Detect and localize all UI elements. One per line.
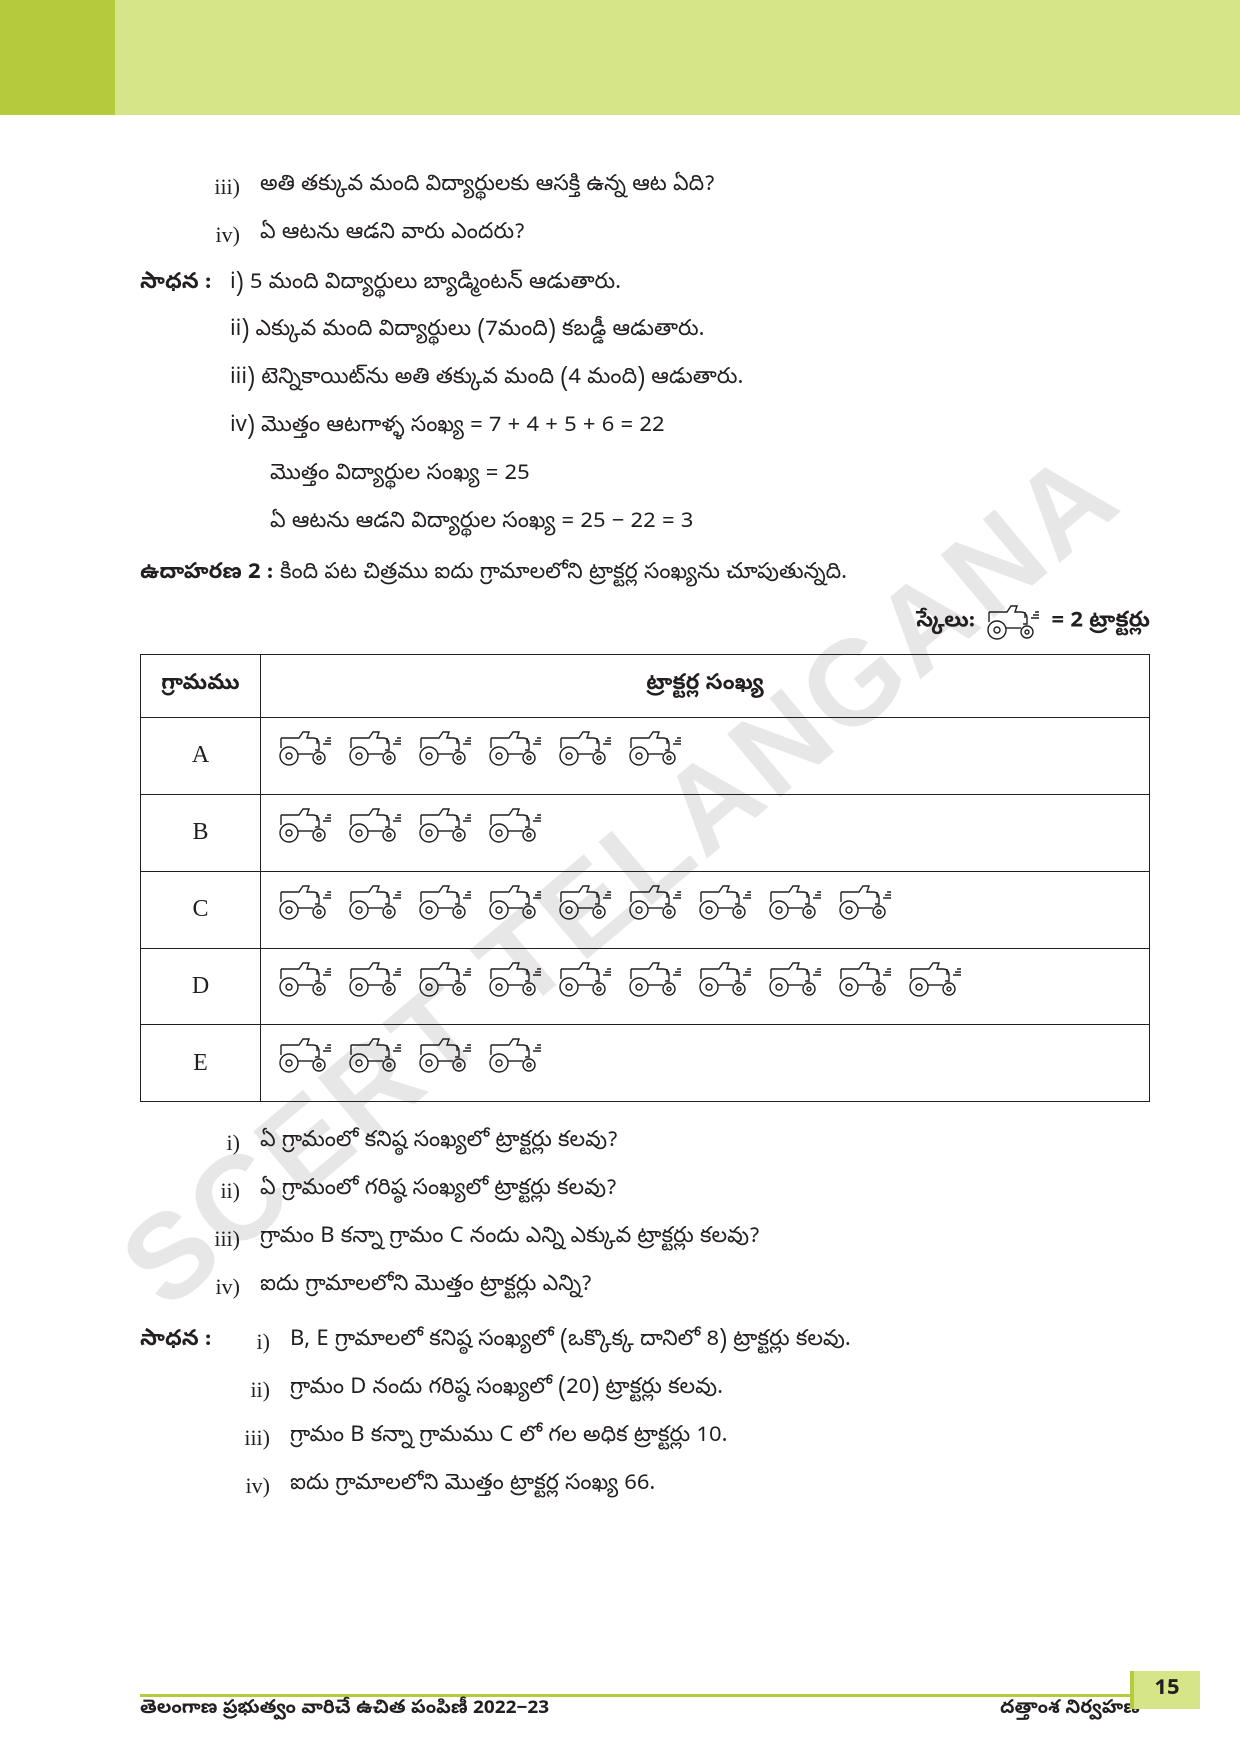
col-village: గ్రామము [141,655,261,718]
solution-line: iii) టెన్నికాయిట్‌ను అతి తక్కువ మంది (4 … [230,359,743,401]
question-list-b: i)ఏ గ్రామంలో కనిష్ఠ సంఖ్యలో ట్రాక్టర్లు … [140,1122,1150,1307]
tractor-icon [483,882,547,920]
solution-line: మొత్తం విద్యార్థుల సంఖ్య = 25 [270,455,530,497]
example-text: కింది పట చిత్రము ఐదు గ్రామాలలోని ట్రాక్ట… [280,554,847,596]
scale-label: స్కేలు: [916,608,975,638]
solution-line: గ్రామం D నందు గరిష్ఠ సంఖ్యలో (20) ట్రాక్… [290,1369,723,1411]
table-row: C [141,871,1150,948]
tractor-icon [273,882,337,920]
tractor-icon [273,959,337,997]
scale-value: = 2 ట్రాక్టర్లు [1052,608,1150,638]
q-text: గ్రామం B కన్నా గ్రామం C నందు ఎన్ని ఎక్కు… [260,1218,759,1260]
tractor-icon [273,728,337,766]
tractor-icon [273,1035,337,1073]
q-text: ఏ ఆటను ఆడని వారు ఎందరు? [260,214,525,256]
tractor-icon [553,959,617,997]
tractor-icon [413,959,477,997]
col-count: ట్రాక్టర్ల సంఖ్య [261,655,1150,718]
solution-line: ఏ ఆటను ఆడని విద్యార్థుల సంఖ్య = 25 − 22 … [270,503,693,545]
q-num: i) [200,1122,260,1164]
question-list-a: iii) అతి తక్కువ మంది విద్యార్థులకు ఆసక్త… [140,166,1150,256]
solution-line: ఐదు గ్రామాలలోని మొత్తం ట్రాక్టర్ల సంఖ్య … [290,1465,655,1507]
village-cell: D [141,948,261,1025]
village-cell: B [141,795,261,872]
q-text: ఐదు గ్రామాలలోని మొత్తం ట్రాక్టర్లు ఎన్ని… [260,1266,592,1308]
solution-label: సాధన : [140,1321,230,1363]
sol-num: ii) [230,1369,290,1411]
village-cell: A [141,718,261,795]
table-row: B [141,795,1150,872]
page-header-bar [0,0,1240,115]
village-cell: E [141,1025,261,1102]
table-row: E [141,1025,1150,1102]
tractor-icon [343,882,407,920]
scale-row: స్కేలు: = 2 ట్రాక్టర్లు [140,602,1150,644]
sol-num: iii) [230,1417,290,1459]
tractor-icon [413,805,477,843]
solution-line: B, E గ్రామాలలో కనిష్ఠ సంఖ్యలో (ఒక్కొక్క … [290,1321,851,1363]
tractor-icon [553,882,617,920]
tractor-icon [833,959,897,997]
example-label: ఉదాహరణ 2 : [140,554,280,596]
solution-line: iv) మొత్తం ఆటగాళ్ళ సంఖ్య = 7 + 4 + 5 + 6… [230,407,665,449]
solution-label: సాధన : [140,264,230,306]
tractor-icon [763,959,827,997]
tractor-icon [483,728,547,766]
table-row: D [141,948,1150,1025]
page-number: 15 [1130,1671,1200,1709]
tractor-icon [343,805,407,843]
icons-cell [261,948,1150,1025]
icons-cell [261,718,1150,795]
page-footer: తెలంగాణ ప్రభుత్వం వారిచే ఉచిత పంపిణీ 202… [0,1694,1240,1723]
q-text: ఏ గ్రామంలో కనిష్ఠ సంఖ్యలో ట్రాక్టర్లు కల… [260,1122,617,1164]
q-num: iii) [200,166,260,208]
tractor-icon [763,882,827,920]
icons-cell [261,795,1150,872]
tractor-icon [981,602,1045,640]
tractor-icon [343,728,407,766]
tractor-icon [483,959,547,997]
icons-cell [261,1025,1150,1102]
q-num: iii) [200,1218,260,1260]
tractor-icon [623,959,687,997]
solution-line: i) 5 మంది విద్యార్థులు బ్యాడ్మింటన్ ఆడుత… [230,264,621,306]
tractor-icon [273,805,337,843]
tractor-icon [413,1035,477,1073]
footer-right: దత్తాంశ నిర్వహణ [1000,1697,1140,1723]
tractor-icon [343,959,407,997]
tractor-icon [483,805,547,843]
pictograph-table: గ్రామము ట్రాక్టర్ల సంఖ్య ABCDE [140,654,1150,1102]
tractor-icon [693,882,757,920]
tractor-icon [413,728,477,766]
solution-line: గ్రామం B కన్నా గ్రామము C లో గల అధిక ట్రా… [290,1417,727,1459]
tractor-icon [623,728,687,766]
tractor-icon [623,882,687,920]
q-text: ఏ గ్రామంలో గరిష్ఠ సంఖ్యలో ట్రాక్టర్లు కల… [260,1170,616,1212]
tractor-icon [833,882,897,920]
sol-num: iv) [230,1465,290,1507]
q-num: ii) [200,1170,260,1212]
tractor-icon [343,1035,407,1073]
tractor-icon [903,959,967,997]
tractor-icon [483,1035,547,1073]
sol-num: i) [230,1321,290,1363]
icons-cell [261,871,1150,948]
tractor-icon [693,959,757,997]
tractor-icon [413,882,477,920]
table-row: A [141,718,1150,795]
solution-line: ii) ఎక్కువ మంది విద్యార్థులు (7మంది) కబడ… [230,311,705,353]
q-num: iv) [200,214,260,256]
village-cell: C [141,871,261,948]
tractor-icon [553,728,617,766]
footer-left: తెలంగాణ ప్రభుత్వం వారిచే ఉచిత పంపిణీ 202… [140,1697,549,1723]
q-num: iv) [200,1266,260,1308]
q-text: అతి తక్కువ మంది విద్యార్థులకు ఆసక్తి ఉన్… [260,166,715,208]
